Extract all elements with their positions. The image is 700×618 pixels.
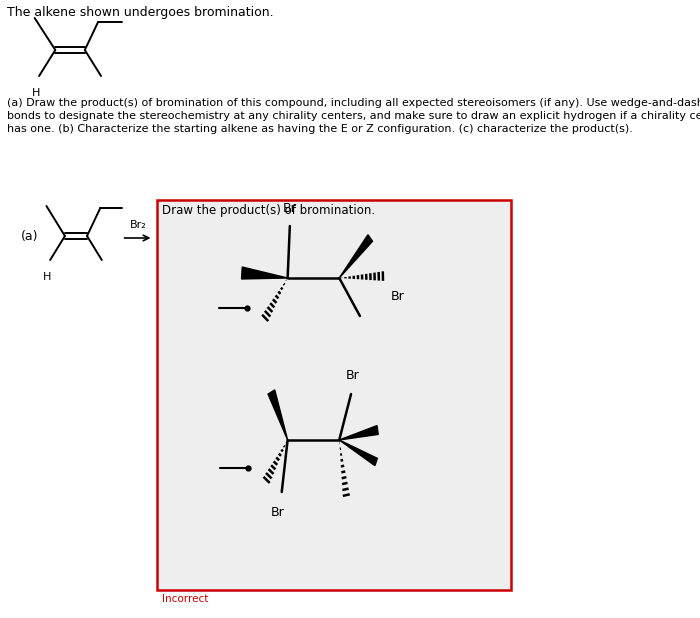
Polygon shape: [268, 390, 288, 440]
Text: (a): (a): [21, 229, 38, 242]
Text: Br: Br: [270, 506, 284, 519]
Polygon shape: [340, 440, 377, 465]
Polygon shape: [340, 426, 378, 440]
Text: Incorrect: Incorrect: [162, 594, 208, 604]
Text: (a) Draw the product(s) of bromination of this compound, including all expected : (a) Draw the product(s) of bromination o…: [8, 98, 700, 108]
Text: H: H: [43, 272, 51, 282]
Polygon shape: [340, 235, 372, 278]
Text: Draw the product(s) of bromination.: Draw the product(s) of bromination.: [162, 204, 375, 217]
Text: Br: Br: [346, 369, 359, 382]
Text: H: H: [32, 88, 41, 98]
Text: bonds to designate the stereochemistry at any chirality centers, and make sure t: bonds to designate the stereochemistry a…: [8, 111, 700, 121]
Text: Br₂: Br₂: [130, 220, 146, 230]
Text: The alkene shown undergoes bromination.: The alkene shown undergoes bromination.: [8, 6, 274, 19]
Text: Br: Br: [391, 289, 405, 302]
Polygon shape: [241, 267, 288, 279]
Text: has one. (b) Characterize the starting alkene as having the E or Z configuration: has one. (b) Characterize the starting a…: [8, 124, 634, 134]
Text: Br: Br: [283, 202, 297, 215]
Bar: [157, 200, 511, 590]
